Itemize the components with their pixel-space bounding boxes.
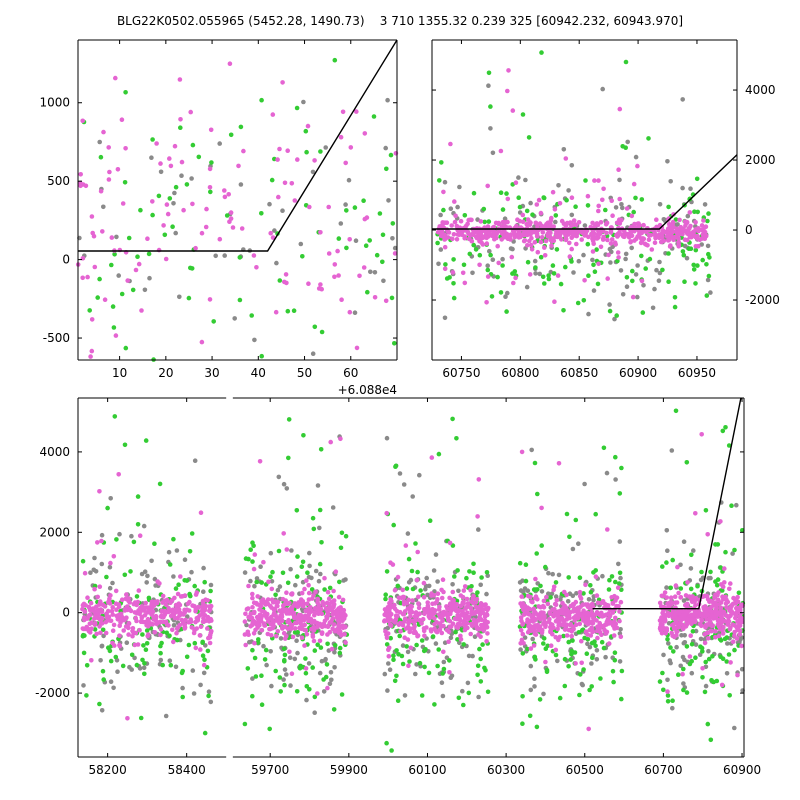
scatter-series-green — [385, 416, 459, 528]
tick-marks — [432, 40, 737, 360]
x-tick-label: 60900 — [723, 763, 761, 777]
scatter-series-magenta — [519, 449, 610, 532]
scatter-series-gray — [384, 435, 481, 532]
tick-labels: 58200 58400 59700 59900 60100 60300 60500 60700… — [35, 445, 761, 777]
scatter-series-gray — [486, 83, 685, 164]
scatter-points — [80, 408, 746, 753]
x-tick-label: 60900 — [619, 366, 657, 380]
y-tick-label: -2000 — [745, 293, 780, 307]
axes-top-right-season: 60750 60800 60850 60900 60950 -2000 0 2000 4000 — [431, 39, 780, 380]
x-tick-label: 10 — [112, 366, 127, 380]
x-axis-offset-label: +6.088e4 — [338, 383, 397, 397]
axes-frame — [431, 39, 738, 361]
scatter-series-magenta — [384, 455, 482, 519]
y-tick-label: 500 — [47, 174, 70, 188]
scatter-series-green — [486, 50, 700, 182]
y-tick-label: 0 — [62, 606, 70, 620]
x-tick-label: 60300 — [487, 763, 525, 777]
y-tick-label: 0 — [62, 253, 70, 267]
x-tick-label: 60750 — [442, 366, 480, 380]
x-tick-label: 20 — [158, 366, 173, 380]
scatter-series-magenta — [80, 586, 214, 663]
scatter-series-magenta — [75, 61, 399, 359]
scatter-series-green — [286, 417, 324, 532]
tick-marks — [78, 40, 397, 360]
scatter-series-gray — [276, 434, 342, 510]
model-line — [432, 154, 738, 230]
scatter-series-gray — [99, 458, 198, 553]
scatter-series-magenta — [97, 472, 204, 538]
x-tick-label: 50 — [297, 366, 312, 380]
x-tick-label: 60850 — [560, 366, 598, 380]
scatter-series-magenta — [693, 432, 723, 537]
scatter-series-gray — [77, 97, 398, 357]
tick-labels: 10 20 30 40 50 60 -500 0 500 1000 +6.088e4 — [39, 96, 397, 397]
y-tick-label: 1000 — [39, 96, 70, 110]
scatter-series-magenta — [657, 581, 745, 646]
axes-frame — [77, 397, 745, 758]
y-tick-label: -2000 — [35, 686, 70, 700]
tick-marks — [78, 398, 744, 757]
x-tick-label: 58200 — [89, 763, 127, 777]
y-tick-label: 4000 — [745, 83, 776, 97]
y-tick-label: 4000 — [39, 445, 70, 459]
x-tick-label: 60100 — [408, 763, 446, 777]
axes-frame — [77, 39, 398, 361]
x-tick-label: 40 — [251, 366, 266, 380]
scatter-points — [435, 50, 713, 322]
x-tick-label: 59900 — [330, 763, 368, 777]
scatter-series-magenta — [518, 582, 624, 651]
y-tick-label: 0 — [745, 223, 753, 237]
scatter-series-magenta — [242, 578, 348, 648]
scatter-series-green — [673, 408, 734, 513]
scatter-series-magenta — [257, 436, 343, 536]
y-tick-label: 2000 — [39, 525, 70, 539]
scatter-series-gray — [529, 447, 623, 552]
scatter-series-green — [105, 414, 163, 527]
x-tick-label: 59700 — [251, 763, 289, 777]
model-line — [78, 39, 398, 252]
x-tick-label: 60700 — [644, 763, 682, 777]
scatter-series-magenta — [435, 212, 709, 252]
scatter-series-magenta — [498, 68, 623, 161]
scatter-series-green — [81, 57, 397, 362]
x-tick-label: 30 — [204, 366, 219, 380]
axes-top-left-zoom: 10 20 30 40 50 60 -500 0 500 1000 +6.088e4 — [39, 39, 399, 397]
model-line — [592, 397, 742, 610]
tick-labels: 60750 60800 60850 60900 60950 -2000 0 2000 4000 — [442, 83, 780, 380]
axes-bottom-full-lightcurve: 58200 58400 59700 59900 60100 60300 60500 60700… — [35, 397, 761, 777]
x-tick-label: 60950 — [678, 366, 716, 380]
x-tick-label: 60800 — [501, 366, 539, 380]
x-tick-label: 60 — [343, 366, 358, 380]
scatter-points — [75, 57, 399, 362]
x-tick-label: 60500 — [566, 763, 604, 777]
y-tick-label: 2000 — [745, 153, 776, 167]
y-tick-label: -500 — [43, 331, 70, 345]
scatter-series-magenta — [382, 587, 491, 653]
x-tick-label: 58400 — [168, 763, 206, 777]
scatter-series-green — [532, 445, 624, 517]
figure-title: BLG22K0502.055965 (5452.28, 1490.73) 3 7… — [116, 14, 684, 28]
